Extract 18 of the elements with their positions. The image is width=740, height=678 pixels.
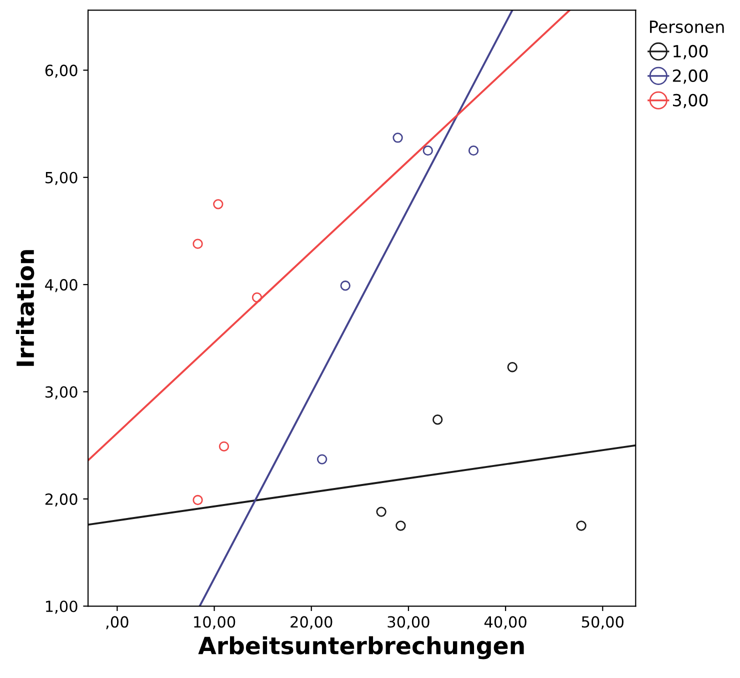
- y-tick-label: 3,00: [45, 386, 78, 400]
- x-tick-label: 30,00: [388, 616, 430, 630]
- y-tick-label: 5,00: [46, 172, 78, 185]
- x-tick-label: 40,00: [484, 616, 526, 630]
- legend-title: Personen: [650, 20, 724, 34]
- y-tick-label: 4,00: [45, 279, 78, 292]
- legend-label: 3,00: [673, 94, 708, 108]
- x-tick-label: 50,00: [582, 616, 624, 630]
- legend-label: 2,00: [672, 69, 708, 84]
- x-tick-label: 10,00: [194, 616, 236, 630]
- legend-label: 1,00: [674, 44, 708, 60]
- x-axis-title: Arbeitsunterbrechungen: [198, 636, 524, 660]
- x-tick-label: 20,00: [290, 616, 332, 630]
- x-tick-label: ,00: [106, 616, 128, 630]
- y-axis-title: Irritation: [16, 250, 34, 366]
- y-tick-label: 1,00: [46, 600, 78, 614]
- y-tick-label: 6,00: [45, 64, 78, 78]
- y-tick-label: 2,00: [45, 493, 78, 507]
